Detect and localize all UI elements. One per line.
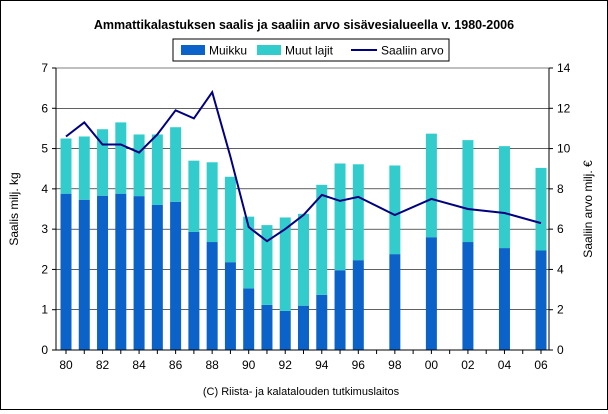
y2-tick-label: 8 [557, 182, 564, 196]
line-saaliin-arvo [65, 89, 542, 243]
y2-axis-label: Saaliin arvo milj. € [581, 160, 595, 258]
bar-muikku [462, 242, 474, 350]
bar-muut-lajit [535, 167, 547, 251]
bar-muut-lajit [261, 225, 273, 305]
bar-muikku [261, 304, 273, 350]
x-tick-label: 06 [534, 358, 548, 372]
chart-title: Ammattikalastuksen saalis ja saaliin arv… [94, 18, 514, 32]
legend: Muikku Muut lajit Saaliin arvo [172, 38, 450, 62]
x-tick-label: 82 [96, 358, 110, 372]
bar-muikku [425, 237, 437, 350]
bar-muut-lajit [389, 165, 401, 255]
y-tick-label: 7 [41, 61, 48, 75]
bar-muut-lajit [224, 176, 236, 263]
legend-label-saaliin-arvo: Saaliin arvo [381, 44, 444, 58]
x-tick-label: 98 [388, 358, 402, 372]
bar-muut-lajit [498, 146, 510, 249]
bar-muut-lajit [279, 217, 291, 311]
bar-muut-lajit [316, 184, 328, 295]
y2-tick-label: 14 [557, 61, 571, 75]
y2-tick-label: 12 [557, 101, 571, 115]
bar-muut-lajit [78, 136, 90, 200]
bar-muikku [115, 193, 127, 350]
bar-muikku [206, 242, 218, 350]
bar-muut-lajit [170, 127, 182, 202]
bar-muikku [535, 250, 547, 350]
bar-muut-lajit [425, 133, 437, 238]
legend-label-muikku: Muikku [209, 44, 247, 58]
bar-muikku [60, 193, 72, 350]
y-tick-label: 5 [41, 142, 48, 156]
bar-muikku [298, 305, 309, 350]
y-tick-label: 4 [41, 182, 48, 196]
y-tick-label: 6 [41, 101, 48, 115]
x-tick-label: 04 [498, 358, 512, 372]
x-tick-label: 00 [425, 358, 439, 372]
legend-swatch-muikku [181, 45, 205, 55]
bar-muut-lajit [206, 162, 218, 243]
x-tick-label: 94 [315, 358, 329, 372]
bar-muikku [279, 310, 291, 350]
bar-muikku [316, 294, 328, 350]
bar-muikku [188, 231, 200, 350]
bar-muut-lajit [133, 134, 145, 197]
y-tick-label: 1 [41, 303, 48, 317]
x-tick-label: 84 [132, 358, 146, 372]
legend-frame [172, 38, 450, 62]
bar-muut-lajit [243, 216, 255, 289]
x-tick-label: 88 [205, 358, 219, 372]
x-tick-label: 86 [169, 358, 183, 372]
y2-tick-label: 4 [557, 262, 564, 276]
value-line-series [65, 89, 542, 243]
x-tick-label: 02 [461, 358, 475, 372]
y-tick-label: 2 [41, 262, 48, 276]
bar-muut-lajit [188, 160, 200, 232]
bar-muikku [97, 195, 109, 350]
y-tick-label: 0 [41, 343, 48, 357]
y-tick-label: 3 [41, 222, 48, 236]
x-tick-label: 90 [242, 358, 256, 372]
bar-muut-lajit [115, 122, 127, 194]
bar-muikku [78, 199, 90, 350]
bar-muikku [334, 270, 346, 350]
bar-muikku [133, 196, 145, 350]
y2-tick-label: 0 [557, 343, 564, 357]
bar-muikku [151, 204, 163, 350]
bar-muikku [352, 260, 364, 350]
legend-label-muut-lajit: Muut lajit [285, 44, 334, 58]
bar-muut-lajit [462, 140, 474, 243]
bar-muikku [498, 248, 510, 350]
bar-muut-lajit [298, 213, 309, 306]
bars [60, 122, 547, 350]
y2-tick-label: 2 [557, 303, 564, 317]
bar-muut-lajit [97, 129, 109, 196]
bar-muut-lajit [151, 134, 163, 205]
y2-tick-label: 6 [557, 222, 564, 236]
source-credit: (C) Riista- ja kalatalouden tutkimuslait… [203, 386, 400, 398]
axes [52, 67, 553, 354]
x-tick-label: 80 [59, 358, 73, 372]
bar-muikku [170, 201, 182, 350]
x-tick-label: 96 [352, 358, 366, 372]
y-axis-label: Saalis milj. kg [7, 172, 21, 245]
bar-muikku [389, 254, 401, 350]
bar-muut-lajit [352, 164, 364, 261]
bar-muut-lajit [334, 163, 346, 271]
bar-muut-lajit [60, 138, 72, 194]
y2-tick-label: 10 [557, 142, 571, 156]
legend-swatch-muut-lajit [257, 45, 281, 55]
bar-muikku [243, 288, 255, 350]
x-tick-label: 92 [279, 358, 293, 372]
bar-muikku [224, 262, 236, 350]
